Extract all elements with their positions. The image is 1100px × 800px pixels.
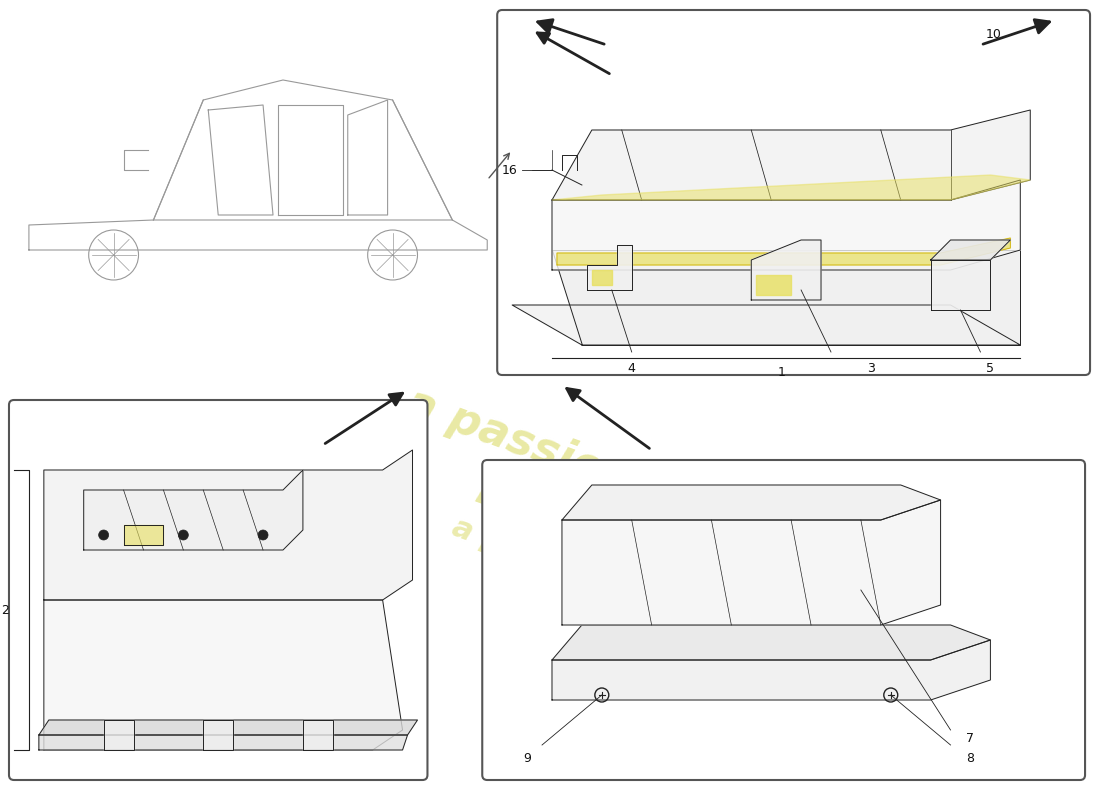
Text: 16: 16 [502, 163, 517, 177]
Polygon shape [552, 625, 990, 660]
Polygon shape [931, 260, 990, 310]
Polygon shape [44, 450, 412, 600]
Polygon shape [103, 720, 133, 750]
Text: 1: 1 [778, 366, 785, 378]
Polygon shape [204, 720, 233, 750]
Text: 3: 3 [867, 362, 875, 374]
Text: 4: 4 [628, 362, 636, 374]
FancyBboxPatch shape [497, 10, 1090, 375]
Polygon shape [757, 275, 791, 295]
Polygon shape [44, 600, 403, 750]
Polygon shape [84, 470, 302, 550]
Polygon shape [552, 110, 1031, 200]
Polygon shape [592, 270, 612, 285]
Polygon shape [39, 735, 407, 750]
FancyArrowPatch shape [326, 394, 403, 443]
Circle shape [99, 530, 109, 540]
Text: 5: 5 [987, 362, 994, 374]
Polygon shape [123, 525, 164, 545]
Circle shape [258, 530, 268, 540]
FancyBboxPatch shape [9, 400, 428, 780]
Polygon shape [552, 180, 1021, 270]
Text: 7: 7 [967, 731, 975, 745]
Polygon shape [562, 485, 940, 520]
Text: 8: 8 [967, 751, 975, 765]
Text: a passion for
parts: a passion for parts [383, 381, 720, 579]
FancyArrowPatch shape [538, 20, 604, 44]
Polygon shape [302, 720, 333, 750]
Circle shape [178, 530, 188, 540]
Polygon shape [552, 640, 990, 700]
Polygon shape [39, 720, 418, 735]
FancyArrowPatch shape [566, 389, 649, 448]
Text: 9: 9 [524, 751, 531, 765]
FancyArrowPatch shape [983, 20, 1049, 44]
Polygon shape [931, 240, 1010, 260]
Polygon shape [751, 240, 821, 300]
Polygon shape [587, 245, 631, 290]
Text: 10: 10 [986, 29, 1001, 42]
Polygon shape [513, 305, 1021, 345]
Text: a passion for
parts: a passion for parts [437, 513, 668, 647]
Polygon shape [562, 500, 940, 625]
Text: 2: 2 [1, 603, 9, 617]
FancyBboxPatch shape [482, 460, 1085, 780]
Polygon shape [557, 238, 1010, 265]
Polygon shape [552, 250, 1021, 345]
Polygon shape [552, 175, 1031, 200]
